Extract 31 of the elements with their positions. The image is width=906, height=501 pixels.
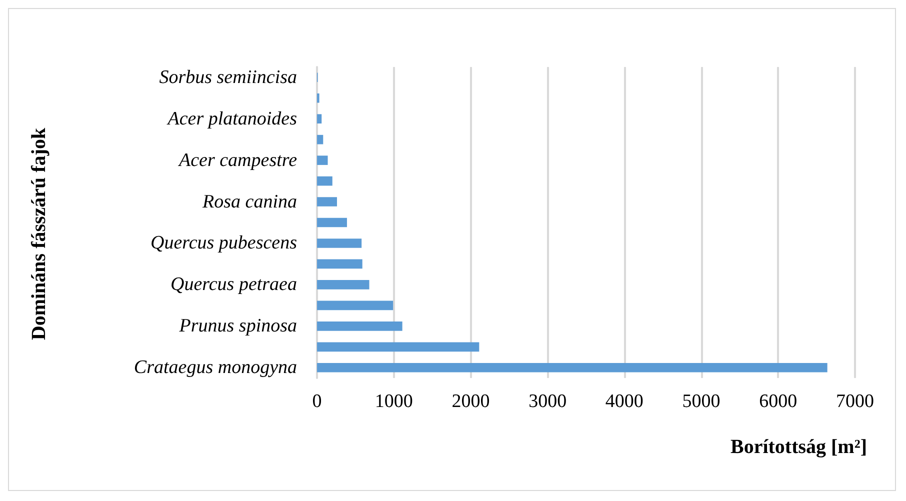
x-tick-label: 2000 xyxy=(452,391,490,412)
bar xyxy=(317,342,480,352)
bar xyxy=(317,238,362,248)
y-tick-label: Acer platanoides xyxy=(166,108,297,130)
y-tick-label: Sorbus semiincisa xyxy=(159,66,297,88)
y-tick-label: Crataegus monogyna xyxy=(134,357,297,378)
bar xyxy=(317,362,828,372)
bar xyxy=(317,300,394,310)
bar xyxy=(317,176,332,186)
y-axis-title: Domináns fásszárú fajok xyxy=(28,127,50,340)
bar xyxy=(317,197,337,206)
y-tick-label: Quercus pubescens xyxy=(150,232,297,254)
x-tick-label: 3000 xyxy=(528,391,567,412)
x-tick-label: 4000 xyxy=(605,391,644,412)
y-tick-label: Quercus petraea xyxy=(170,274,297,296)
bar xyxy=(317,322,402,331)
x-axis-title: Borítottság [m²] xyxy=(730,436,867,458)
x-tick-label: 6000 xyxy=(759,391,798,412)
bar xyxy=(317,114,322,124)
bar xyxy=(317,156,328,165)
bar xyxy=(317,280,370,290)
x-tick-label: 7000 xyxy=(836,391,874,412)
y-tick-label: Prunus spinosa xyxy=(178,316,297,337)
x-tick-label: 1000 xyxy=(374,391,413,412)
bar xyxy=(317,134,324,144)
y-tick-label: Rosa canina xyxy=(202,191,297,212)
bar xyxy=(317,218,347,228)
x-tick-label: 0 xyxy=(312,391,322,412)
bar xyxy=(317,259,362,269)
y-tick-label: Acer campestre xyxy=(177,150,297,171)
x-tick-label: 5000 xyxy=(682,391,720,412)
